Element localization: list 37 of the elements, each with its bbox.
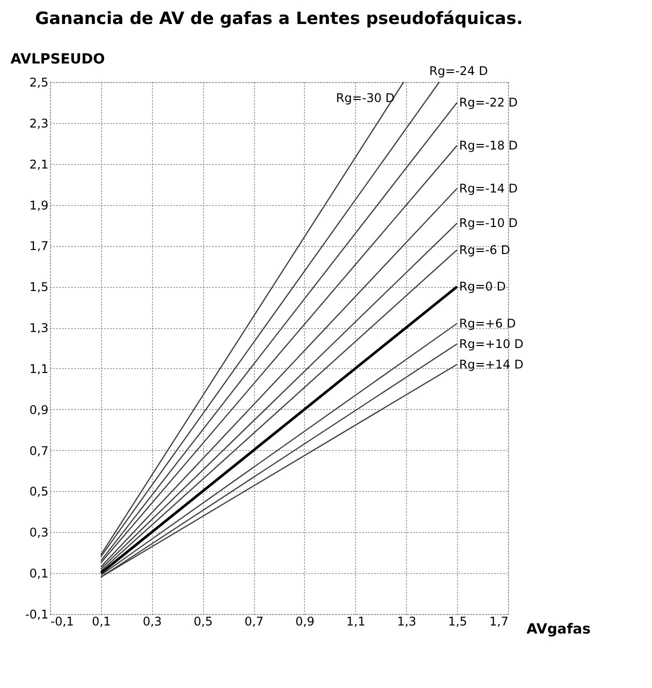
y-tick-label: 2,5 <box>29 76 48 90</box>
series-label: Rg=-14 D <box>459 181 518 196</box>
x-tick-label: 1,1 <box>346 614 366 628</box>
x-tick-label: 0,5 <box>194 614 213 628</box>
x-tick-label: 0,1 <box>92 614 111 628</box>
series-label: Rg=+14 D <box>459 357 524 372</box>
series-label: Rg=-10 D <box>459 216 518 230</box>
y-tick-label: 0,9 <box>29 402 48 417</box>
y-tick-label: 0,1 <box>29 566 48 581</box>
series-label: Rg=0 D <box>459 280 506 294</box>
y-tick-label: 1,7 <box>29 239 48 254</box>
series-label: Rg=-22 D <box>459 95 518 110</box>
y-tick-label: 1,3 <box>29 321 48 336</box>
y-axis-title: AVLPSEUDO <box>10 52 106 68</box>
series-label: Rg=-30 D <box>336 91 395 105</box>
x-axis-title: AVgafas <box>526 622 591 638</box>
x-tick-label: 1,3 <box>397 614 416 628</box>
x-tick-label: 1,7 <box>489 614 508 628</box>
y-tick-label: 2,3 <box>29 116 48 130</box>
y-tick-label: 1,9 <box>29 198 48 212</box>
y-tick-label: 0,7 <box>29 444 48 458</box>
series-label: Rg=+10 D <box>459 336 524 351</box>
series-label: Rg=+6 D <box>459 316 516 330</box>
x-tick-label: 0,3 <box>142 614 162 628</box>
series-label: Rg=-18 D <box>459 138 518 152</box>
y-tick-label: 1,5 <box>29 280 48 294</box>
series-label: Rg=-6 D <box>459 242 510 257</box>
x-tick-label: 0,7 <box>244 614 264 628</box>
x-tick-label: -0,1 <box>50 614 74 628</box>
y-tick-label: 0,3 <box>29 526 48 540</box>
x-tick-label: 1,5 <box>448 614 468 628</box>
y-tick-label: 1,1 <box>29 362 48 376</box>
y-tick-label: 0,5 <box>29 484 48 499</box>
y-tick-label: 2,1 <box>29 157 48 172</box>
series-label: Rg=-24 D <box>429 64 488 78</box>
chart-title: Ganancia de AV de gafas a Lentes pseudofáquicas. <box>35 9 523 29</box>
x-tick-label: 0,9 <box>295 614 314 628</box>
